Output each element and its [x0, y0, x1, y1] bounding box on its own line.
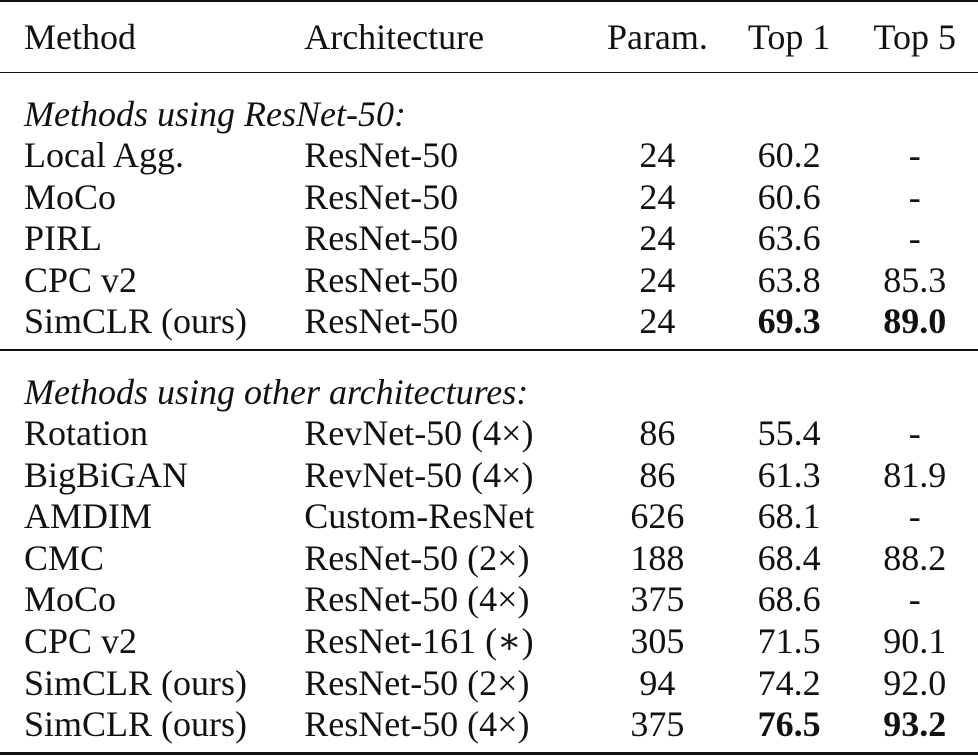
section-header-row: Methods using other architectures:	[0, 350, 978, 413]
table-row: MoCo ResNet-50 24 60.6 -	[0, 177, 978, 219]
cell-top1: 63.6	[757, 218, 821, 259]
cell-param: 24	[639, 176, 676, 217]
cell-top1: 71.5	[757, 620, 821, 661]
table-row: Rotation RevNet-50 (4×) 86 55.4 -	[0, 413, 978, 455]
cell-top1: 63.8	[757, 259, 821, 300]
cell-top1: 60.6	[757, 176, 821, 217]
cell-method: Local Agg.	[24, 135, 184, 175]
cell-architecture: ResNet-50	[304, 176, 459, 217]
cell-architecture: ResNet-50	[304, 218, 459, 259]
cell-architecture: ResNet-50 (2×)	[304, 537, 530, 578]
cell-param: 86	[639, 454, 676, 495]
cell-top5: -	[908, 496, 921, 537]
cell-architecture: ResNet-50 (4×)	[304, 579, 530, 620]
cell-param: 375	[592, 704, 723, 755]
cell-top1: 55.4	[757, 412, 821, 453]
cell-top1: 68.4	[757, 537, 821, 578]
table-header-row: Method Architecture Param. Top 1 Top 5	[0, 0, 978, 73]
cell-top5: 85.3	[883, 259, 947, 300]
cell-architecture: ResNet-50 (4×)	[304, 704, 593, 755]
table-body: Methods using ResNet-50: Local Agg. ResNet…	[0, 73, 978, 755]
cell-top5: 88.2	[883, 537, 947, 578]
cell-method: SimCLR (ours)	[0, 301, 305, 351]
cell-param: 86	[639, 412, 676, 453]
table-row: AMDIM Custom-ResNet 626 68.1 -	[0, 496, 978, 538]
table-row: CMC ResNet-50 (2×) 188 68.4 88.2	[0, 538, 978, 580]
cell-method: CPC v2	[24, 620, 138, 661]
table-row: MoCo ResNet-50 (4×) 375 68.6 -	[0, 579, 978, 621]
cell-top1: 76.5	[722, 704, 856, 755]
cell-top5: 93.2	[855, 704, 978, 755]
header-top1: Top 1	[722, 0, 856, 73]
header-method: Method	[0, 0, 305, 73]
table-row: SimCLR (ours) ResNet-50 (2×) 94 74.2 92.0	[0, 663, 978, 705]
cell-param: 626	[630, 496, 685, 537]
cell-top1: 68.1	[757, 496, 821, 537]
cell-method: PIRL	[24, 218, 103, 259]
cell-top5: -	[908, 218, 921, 259]
cell-architecture: RevNet-50 (4×)	[304, 412, 534, 453]
cell-architecture: ResNet-50 (2×)	[304, 662, 530, 703]
cell-top5: 90.1	[883, 620, 947, 661]
cell-method: SimCLR (ours)	[0, 704, 305, 755]
cell-method: CPC v2	[24, 259, 138, 300]
cell-architecture: ResNet-161 (∗)	[304, 620, 534, 661]
section-header-row: Methods using ResNet-50:	[0, 73, 978, 136]
cell-top1: 69.3	[722, 301, 856, 351]
table-row: PIRL ResNet-50 24 63.6 -	[0, 218, 978, 260]
cell-param: 375	[630, 579, 685, 620]
cell-param: 24	[639, 259, 676, 300]
table-row: CPC v2 ResNet-50 24 63.8 85.3	[0, 260, 978, 302]
cell-architecture: ResNet-50	[304, 301, 593, 351]
cell-top5: -	[908, 135, 921, 175]
table-row: SimCLR (ours) ResNet-50 (4×) 375 76.5 93.2	[0, 704, 978, 755]
table-row: BigBiGAN RevNet-50 (4×) 86 61.3 81.9	[0, 455, 978, 497]
cell-method: CMC	[24, 537, 105, 578]
header-architecture: Architecture	[304, 0, 593, 73]
table-row: SimCLR (ours) ResNet-50 24 69.3 89.0	[0, 301, 978, 351]
cell-top5: -	[908, 176, 921, 217]
cell-architecture: ResNet-50	[304, 135, 459, 175]
table-row: Local Agg. ResNet-50 24 60.2 -	[0, 135, 978, 177]
header-param: Param.	[592, 0, 723, 73]
cell-method: MoCo	[24, 579, 117, 620]
cell-method: BigBiGAN	[24, 454, 189, 495]
table-row: CPC v2 ResNet-161 (∗) 305 71.5 90.1	[0, 621, 978, 663]
cell-param: 24	[592, 301, 723, 351]
section-title: Methods using other architectures:	[24, 371, 529, 412]
cell-param: 305	[630, 620, 685, 661]
cell-top5: 81.9	[883, 454, 947, 495]
cell-param: 188	[630, 537, 685, 578]
header-top5: Top 5	[855, 0, 978, 73]
cell-method: Rotation	[24, 412, 148, 453]
cell-top5: 92.0	[883, 662, 947, 703]
cell-method: AMDIM	[24, 496, 153, 537]
cell-top5: -	[908, 579, 921, 620]
cell-top1: 74.2	[757, 662, 821, 703]
cell-method: SimCLR (ours)	[24, 662, 248, 703]
cell-param: 24	[639, 218, 676, 259]
cell-top1: 68.6	[757, 579, 821, 620]
cell-architecture: Custom-ResNet	[304, 496, 535, 537]
cell-architecture: RevNet-50 (4×)	[304, 454, 534, 495]
cell-architecture: ResNet-50	[304, 259, 459, 300]
cell-top5: -	[908, 412, 921, 453]
section-title: Methods using ResNet-50:	[24, 94, 406, 134]
cell-top1: 61.3	[757, 454, 821, 495]
cell-method: MoCo	[24, 176, 117, 217]
cell-param: 94	[639, 662, 676, 703]
cell-top5: 89.0	[855, 301, 978, 351]
cell-top1: 60.2	[757, 135, 821, 175]
cell-param: 24	[639, 135, 676, 175]
